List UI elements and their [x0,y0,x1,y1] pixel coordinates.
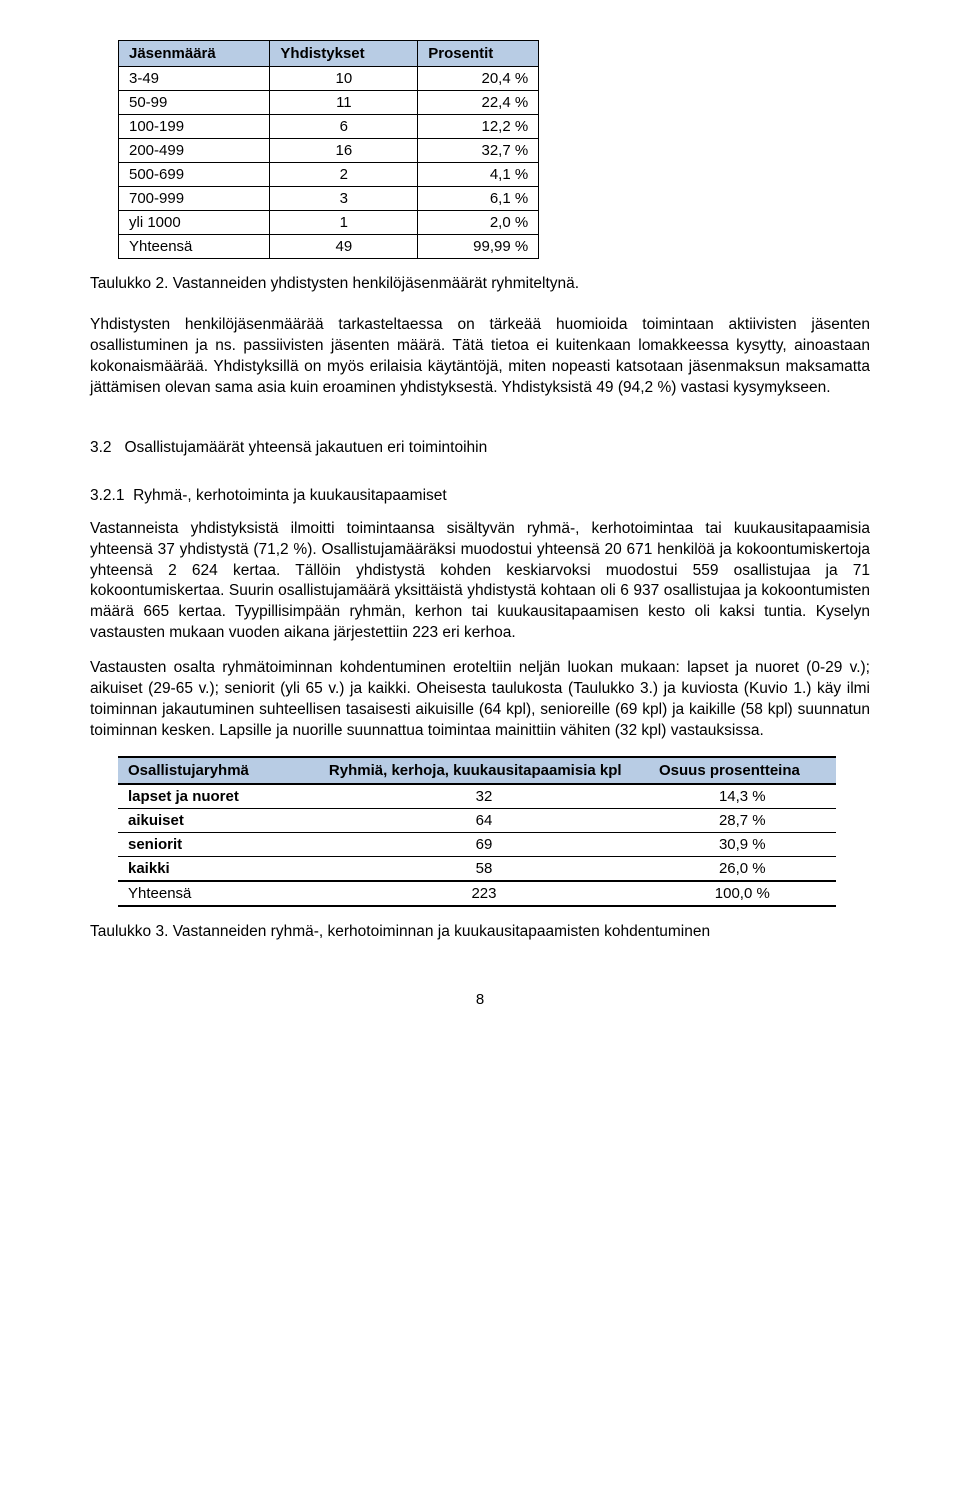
col-header: Osuus prosentteina [649,757,836,784]
table-row: 100-199612,2 % [119,115,539,139]
table-row: yli 100012,0 % [119,211,539,235]
table-row: 500-69924,1 % [119,163,539,187]
table-row: kaikki5826,0 % [118,856,836,881]
section-number: 3.2 [90,439,112,456]
table-row: 700-99936,1 % [119,187,539,211]
table-row: seniorit6930,9 % [118,832,836,856]
page-number: 8 [90,991,870,1008]
table1-caption: Taulukko 2. Vastanneiden yhdistysten hen… [90,275,870,293]
subsection-heading: 3.2.1 Ryhmä-, kerhotoiminta ja kuukausit… [90,487,870,505]
col-header: Prosentit [418,41,539,67]
paragraph: Yhdistysten henkilöjäsenmäärää tarkastel… [90,315,870,399]
section-heading: 3.2 Osallistujamäärät yhteensä jakautuen… [90,439,870,457]
table-row: 3-491020,4 % [119,67,539,91]
section-title: Osallistujamäärät yhteensä jakautuen eri… [124,439,487,456]
table-row: 50-991122,4 % [119,91,539,115]
col-header: Ryhmiä, kerhoja, kuukausitapaamisia kpl [319,757,649,784]
col-header: Yhdistykset [270,41,418,67]
document-page: Jäsenmäärä Yhdistykset Prosentit 3-49102… [0,0,960,1068]
table2-caption: Taulukko 3. Vastanneiden ryhmä-, kerhoto… [90,923,870,941]
col-header: Osallistujaryhmä [118,757,319,784]
participant-group-table: Osallistujaryhmä Ryhmiä, kerhoja, kuukau… [118,756,836,907]
paragraph: Vastausten osalta ryhmätoiminnan kohdent… [90,658,870,742]
subsection-title: Ryhmä-, kerhotoiminta ja kuukausitapaami… [133,487,447,504]
col-header: Jäsenmäärä [119,41,270,67]
table-body: lapset ja nuoret3214,3 % aikuiset6428,7 … [118,784,836,906]
paragraph: Vastanneista yhdistyksistä ilmoitti toim… [90,519,870,645]
table-row: lapset ja nuoret3214,3 % [118,784,836,809]
table-header-row: Jäsenmäärä Yhdistykset Prosentit [119,41,539,67]
membership-table: Jäsenmäärä Yhdistykset Prosentit 3-49102… [118,40,539,259]
table-row: 200-4991632,7 % [119,139,539,163]
table-row: Yhteensä4999,99 % [119,235,539,259]
table-total-row: Yhteensä223100,0 % [118,881,836,906]
subsection-number: 3.2.1 [90,487,124,504]
table-body: 3-491020,4 % 50-991122,4 % 100-199612,2 … [119,67,539,259]
table-row: aikuiset6428,7 % [118,808,836,832]
table-header-row: Osallistujaryhmä Ryhmiä, kerhoja, kuukau… [118,757,836,784]
